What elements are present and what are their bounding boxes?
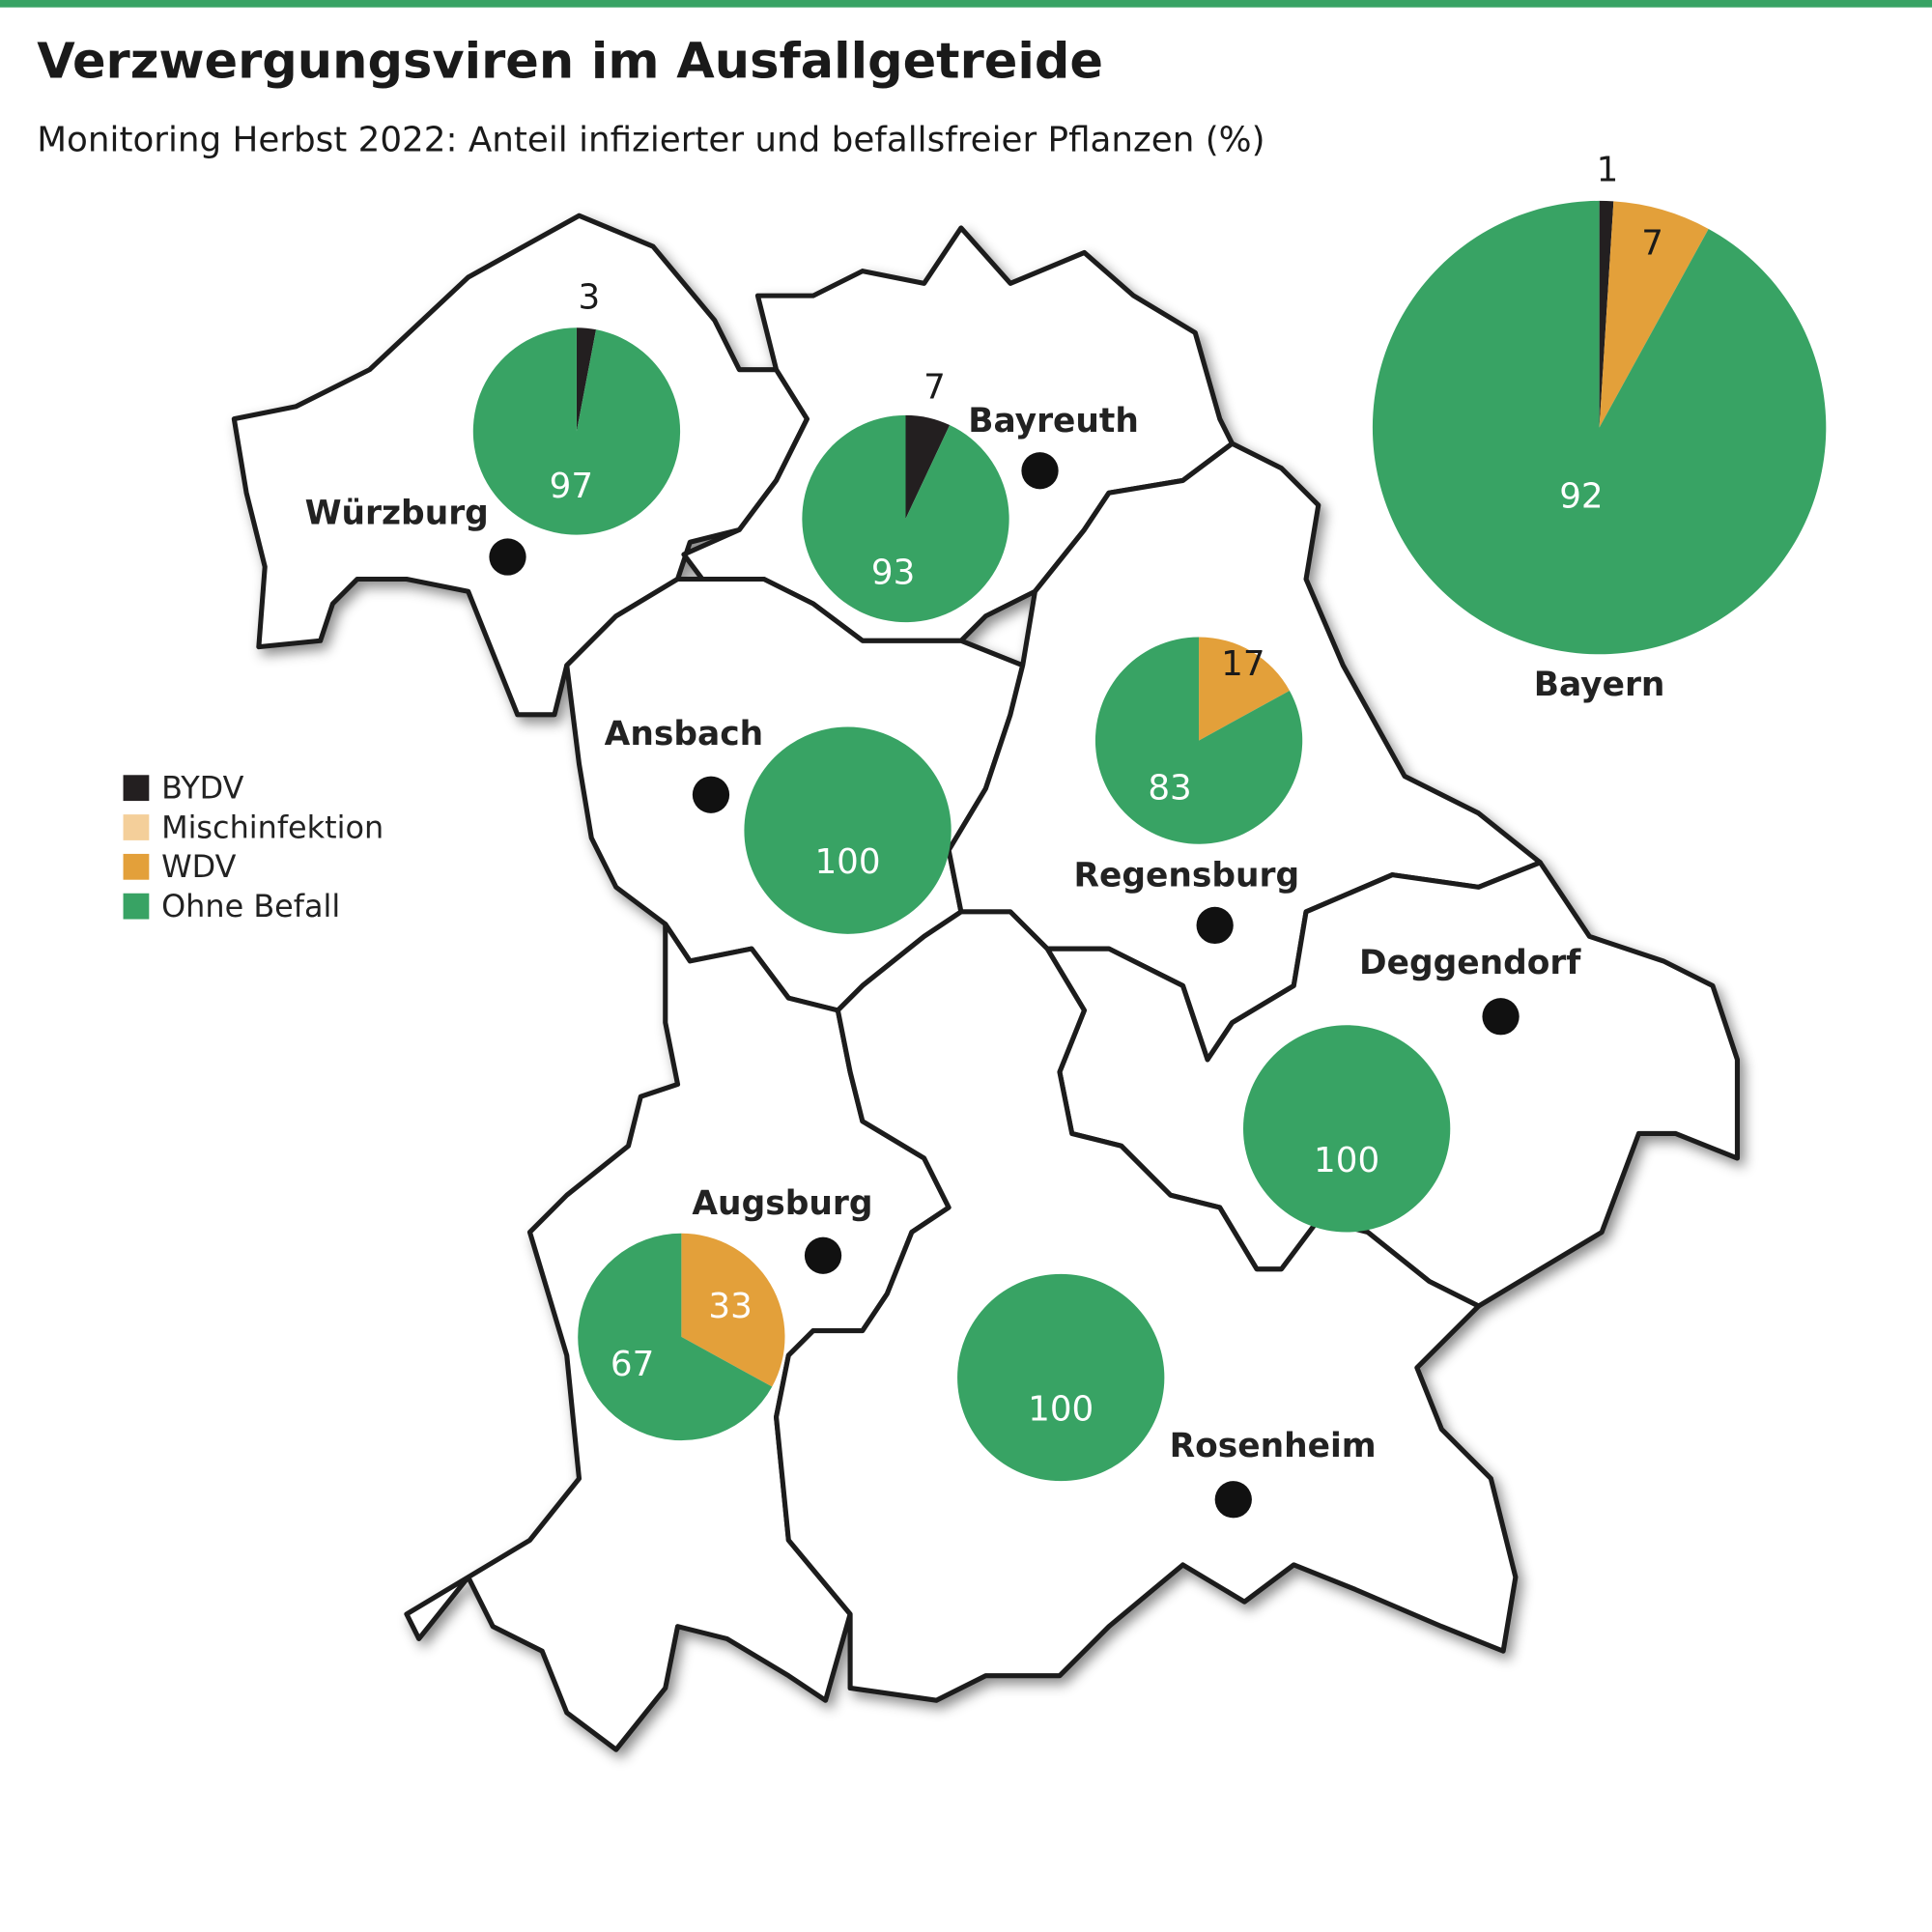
pie-slice xyxy=(957,1273,1165,1482)
pie-slice xyxy=(1094,637,1303,844)
chart-subtitle: Monitoring Herbst 2022: Anteil infiziert… xyxy=(37,121,1264,160)
pie-slice xyxy=(1599,200,1614,428)
pie-slice xyxy=(1242,1025,1451,1233)
city-label: Rosenheim xyxy=(1170,1427,1377,1465)
pie-value-label: 7 xyxy=(923,368,946,408)
legend-label: Mischinfektion xyxy=(161,809,384,845)
city-dot xyxy=(692,776,730,813)
legend-swatch xyxy=(123,814,150,840)
city-label: Regensburg xyxy=(1074,857,1300,895)
city-label: Bayreuth xyxy=(968,402,1139,440)
city-dot xyxy=(489,538,526,576)
legend-label: WDV xyxy=(161,848,237,885)
pie-value-label: 1 xyxy=(1597,150,1619,189)
pie-slice xyxy=(1199,637,1290,741)
legend-swatch xyxy=(123,775,150,802)
city-dot xyxy=(1482,998,1520,1036)
pie-slice xyxy=(576,327,597,432)
pie-slice xyxy=(802,414,1009,623)
city-dot xyxy=(1196,906,1234,945)
pie-slice xyxy=(1372,200,1827,655)
pie-slice xyxy=(681,1233,785,1387)
pie-value-label: 92 xyxy=(1559,476,1603,516)
pie-slice xyxy=(472,327,681,535)
city-dot xyxy=(1214,1481,1252,1519)
pie-value-label: 3 xyxy=(579,277,601,317)
pie-value-label: 17 xyxy=(1221,644,1264,684)
pie-value-label: 83 xyxy=(1148,768,1191,808)
pie-slice xyxy=(744,726,952,934)
pie-value-label: 100 xyxy=(1314,1141,1379,1180)
city-dot xyxy=(804,1236,842,1274)
pie-value-label: 100 xyxy=(814,842,880,882)
city-label: Würzburg xyxy=(305,495,489,533)
city-label: Augsburg xyxy=(692,1184,872,1223)
city-label: Bayern xyxy=(1534,666,1665,704)
pie-value-label: 100 xyxy=(1028,1389,1094,1429)
legend-label: Ohne Befall xyxy=(161,888,340,924)
legend-swatch xyxy=(123,893,150,920)
chart-title: Verzwergungsviren im Ausfallgetreide xyxy=(37,33,1103,90)
city-dot xyxy=(1021,452,1059,490)
pie-slice xyxy=(578,1233,773,1441)
city-label: Ansbach xyxy=(605,715,763,753)
legend-swatch xyxy=(123,853,150,880)
legend-label: BYDV xyxy=(161,770,244,807)
pie-slice xyxy=(905,414,951,519)
pie-value-label: 93 xyxy=(871,553,915,592)
pie-value-label: 33 xyxy=(708,1287,752,1326)
pie-value-label: 67 xyxy=(611,1345,654,1384)
pie-value-label: 97 xyxy=(550,467,593,506)
pie-slice xyxy=(1599,201,1709,428)
pie-value-label: 7 xyxy=(1641,223,1663,263)
city-label: Deggendorf xyxy=(1359,944,1581,982)
region-shape xyxy=(774,909,1519,1703)
top-rule xyxy=(0,0,1932,8)
